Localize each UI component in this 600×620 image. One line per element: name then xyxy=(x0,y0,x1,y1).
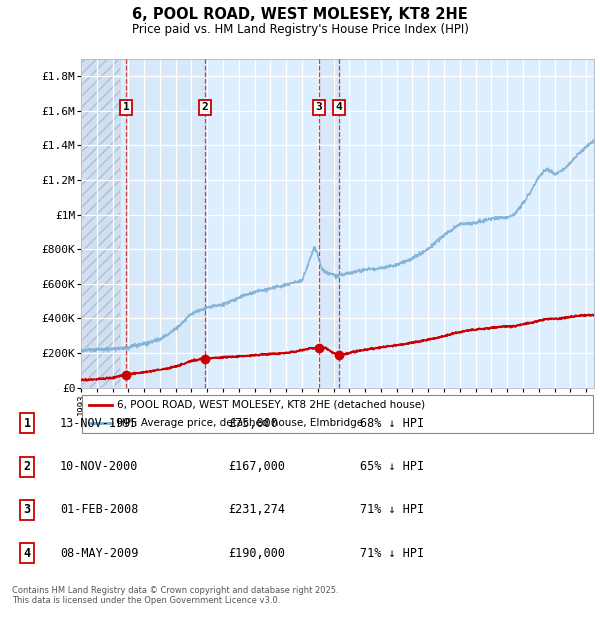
Text: 13-NOV-1995: 13-NOV-1995 xyxy=(60,417,139,430)
Text: HPI: Average price, detached house, Elmbridge: HPI: Average price, detached house, Elmb… xyxy=(117,418,363,428)
Text: 6, POOL ROAD, WEST MOLESEY, KT8 2HE: 6, POOL ROAD, WEST MOLESEY, KT8 2HE xyxy=(132,7,468,22)
Bar xyxy=(81,59,121,388)
Text: 65% ↓ HPI: 65% ↓ HPI xyxy=(360,460,424,473)
Text: 2: 2 xyxy=(202,102,208,112)
Text: 4: 4 xyxy=(336,102,343,112)
Text: 3: 3 xyxy=(23,503,31,516)
Text: 01-FEB-2008: 01-FEB-2008 xyxy=(60,503,139,516)
Text: 08-MAY-2009: 08-MAY-2009 xyxy=(60,547,139,560)
Text: 2: 2 xyxy=(23,460,31,473)
Text: Contains HM Land Registry data © Crown copyright and database right 2025.
This d: Contains HM Land Registry data © Crown c… xyxy=(12,586,338,605)
Bar xyxy=(319,59,339,388)
Text: 1: 1 xyxy=(123,102,130,112)
Text: 10-NOV-2000: 10-NOV-2000 xyxy=(60,460,139,473)
Text: £75,000: £75,000 xyxy=(228,417,278,430)
Text: 6, POOL ROAD, WEST MOLESEY, KT8 2HE (detached house): 6, POOL ROAD, WEST MOLESEY, KT8 2HE (det… xyxy=(117,399,425,410)
Text: 68% ↓ HPI: 68% ↓ HPI xyxy=(360,417,424,430)
Text: 3: 3 xyxy=(316,102,322,112)
Text: £190,000: £190,000 xyxy=(228,547,285,560)
Text: 4: 4 xyxy=(23,547,31,560)
Bar xyxy=(127,59,205,388)
Bar xyxy=(81,59,121,388)
Text: 71% ↓ HPI: 71% ↓ HPI xyxy=(360,547,424,560)
FancyBboxPatch shape xyxy=(82,394,593,433)
Text: Price paid vs. HM Land Registry's House Price Index (HPI): Price paid vs. HM Land Registry's House … xyxy=(131,23,469,36)
Text: 71% ↓ HPI: 71% ↓ HPI xyxy=(360,503,424,516)
Text: £167,000: £167,000 xyxy=(228,460,285,473)
Text: 1: 1 xyxy=(23,417,31,430)
Text: £231,274: £231,274 xyxy=(228,503,285,516)
